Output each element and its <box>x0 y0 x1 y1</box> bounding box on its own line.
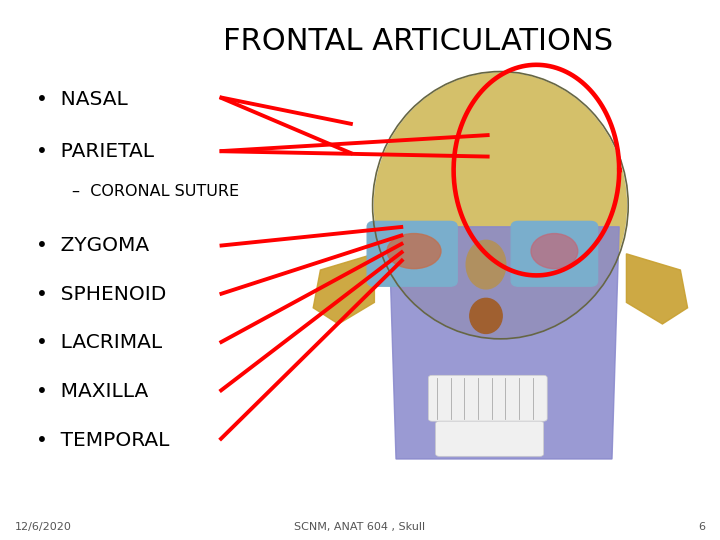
Polygon shape <box>626 254 688 324</box>
Text: •  MAXILLA: • MAXILLA <box>36 382 148 401</box>
Text: •  ZYGOMA: • ZYGOMA <box>36 236 149 255</box>
Text: SCNM, ANAT 604 , Skull: SCNM, ANAT 604 , Skull <box>294 522 426 532</box>
Text: •  LACRIMAL: • LACRIMAL <box>36 333 162 353</box>
Text: •  NASAL: • NASAL <box>36 90 127 110</box>
Text: 6: 6 <box>698 522 706 532</box>
FancyBboxPatch shape <box>428 375 547 421</box>
Text: 12/6/2020: 12/6/2020 <box>14 522 71 532</box>
Ellipse shape <box>466 240 505 289</box>
Text: –  CORONAL SUTURE: – CORONAL SUTURE <box>72 184 239 199</box>
Text: •  SPHENOID: • SPHENOID <box>36 285 166 304</box>
FancyBboxPatch shape <box>367 221 457 286</box>
Ellipse shape <box>374 73 626 338</box>
Text: •  PARIETAL: • PARIETAL <box>36 141 154 161</box>
Text: •  TEMPORAL: • TEMPORAL <box>36 430 169 450</box>
Polygon shape <box>313 254 374 324</box>
Ellipse shape <box>387 233 441 268</box>
Ellipse shape <box>469 298 502 333</box>
FancyBboxPatch shape <box>511 221 598 286</box>
FancyBboxPatch shape <box>436 421 544 456</box>
Polygon shape <box>389 227 619 459</box>
Text: FRONTAL ARTICULATIONS: FRONTAL ARTICULATIONS <box>222 27 613 56</box>
Ellipse shape <box>531 233 577 268</box>
